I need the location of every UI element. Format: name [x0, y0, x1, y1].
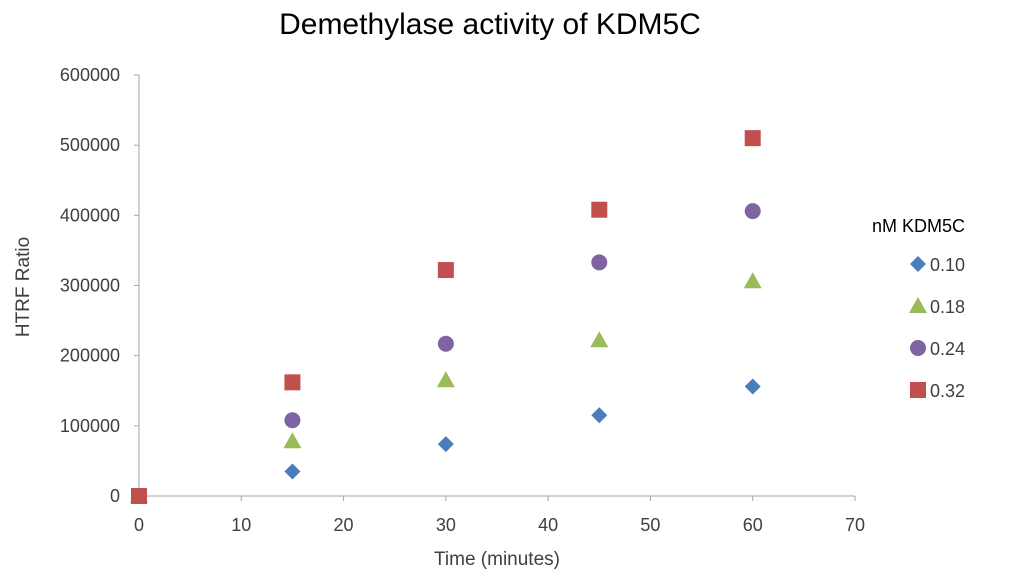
x-tick-label: 40: [538, 515, 558, 535]
data-point: [283, 432, 302, 449]
y-tick-label: 500000: [60, 135, 120, 155]
y-tick-label: 200000: [60, 346, 120, 366]
series-0-10: [131, 378, 761, 504]
legend-label: 0.10: [930, 255, 965, 275]
series-0-18: [130, 272, 762, 503]
legend-label: 0.32: [930, 381, 965, 401]
data-point: [744, 378, 761, 395]
legend-item: 0.24: [910, 339, 965, 359]
x-axis: 0 10 20 30 40 50 60 70: [134, 495, 865, 535]
legend-item: 0.18: [909, 297, 965, 317]
data-point: [284, 463, 301, 480]
data-point: [436, 371, 455, 388]
x-tick-label: 20: [334, 515, 354, 535]
x-tick-label: 0: [134, 515, 144, 535]
legend-label: 0.18: [930, 297, 965, 317]
data-point: [591, 254, 608, 271]
legend-item: 0.32: [910, 381, 965, 401]
data-point: [744, 130, 761, 147]
x-tick-label: 30: [436, 515, 456, 535]
legend: nM KDM5C 0.10 0.18 0.24 0.32: [872, 216, 965, 401]
y-tick-label: 0: [110, 486, 120, 506]
legend-marker: [910, 256, 926, 272]
data-point: [131, 488, 147, 504]
y-axis-title: HTRF Ratio: [13, 237, 34, 337]
series-0-24: [131, 203, 761, 504]
y-tick-label: 400000: [60, 205, 120, 225]
data-point: [744, 203, 761, 220]
data-point: [284, 412, 301, 429]
x-axis-title: Time (minutes): [434, 549, 560, 570]
chart-title: Demethylase activity of KDM5C: [279, 8, 701, 41]
x-tick-label: 70: [845, 515, 865, 535]
series-0-32: [131, 130, 761, 504]
legend-title: nM KDM5C: [872, 216, 965, 236]
x-tick-label: 50: [640, 515, 660, 535]
y-axis: 0 100000 200000 300000 400000 500000 600000: [60, 65, 140, 506]
legend-marker: [910, 340, 926, 356]
data-point: [437, 436, 454, 453]
data-point: [590, 331, 609, 348]
y-tick-label: 600000: [60, 65, 120, 85]
data-point: [437, 262, 454, 279]
data-point: [591, 407, 608, 424]
legend-item: 0.10: [910, 255, 965, 275]
legend-marker: [909, 297, 927, 313]
legend-label: 0.24: [930, 339, 965, 359]
data-point: [591, 201, 608, 218]
y-tick-label: 300000: [60, 276, 120, 296]
y-tick-label: 100000: [60, 416, 120, 436]
x-tick-label: 10: [231, 515, 251, 535]
data-point: [437, 335, 454, 352]
data-point: [284, 374, 301, 391]
legend-marker: [910, 382, 926, 398]
data-points: [130, 130, 762, 504]
x-tick-label: 60: [743, 515, 763, 535]
data-point: [743, 272, 762, 289]
